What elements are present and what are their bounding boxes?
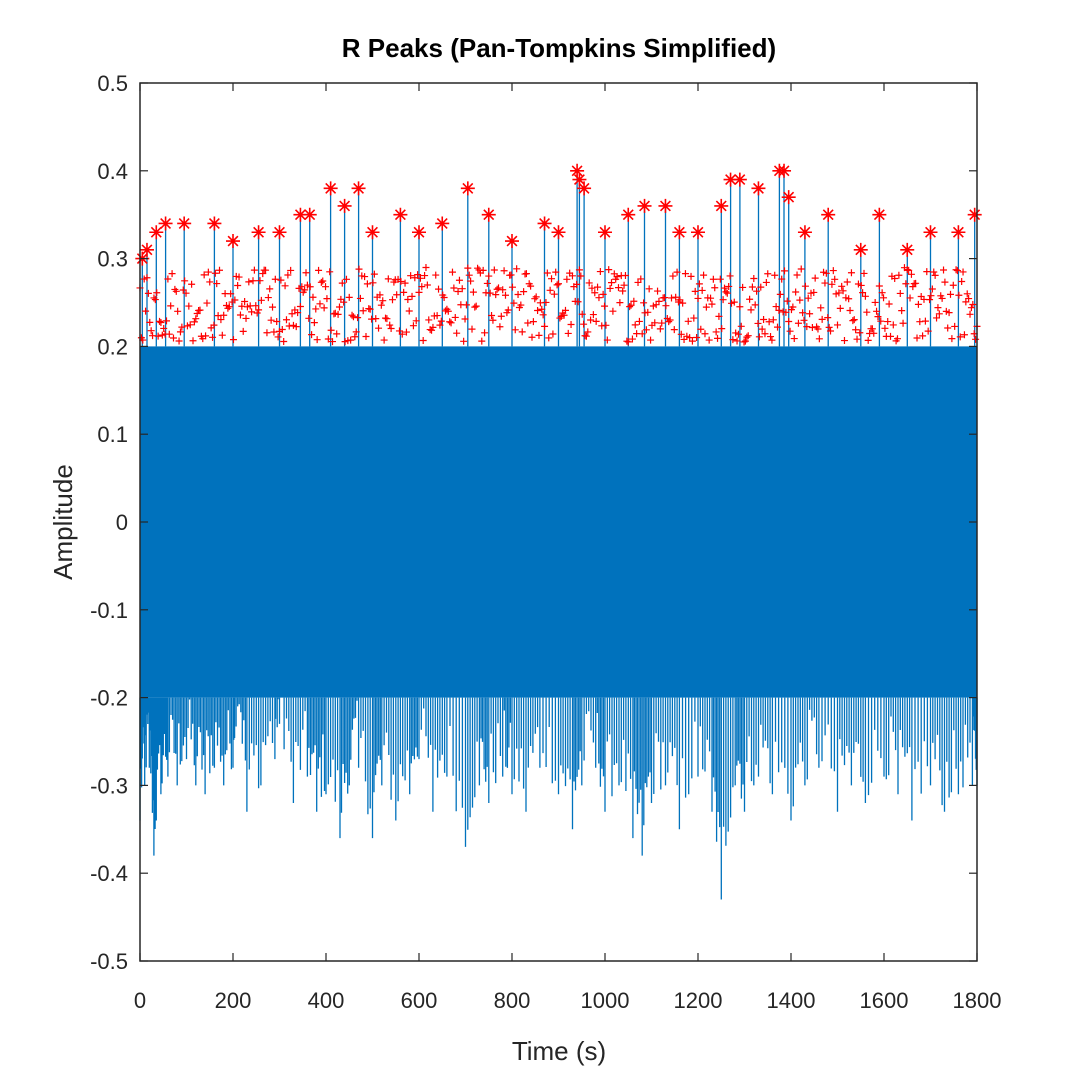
y-axis-ticks: -0.5 -0.4 -0.3 -0.2 -0.1 0 0.1 0.2 0.3 0.4 0.5 (90, 71, 977, 974)
r-peak-marker (323, 181, 338, 196)
r-peak-marker (714, 198, 729, 213)
y-tick-label: -0.4 (90, 861, 128, 886)
r-peak-marker (365, 225, 380, 240)
x-tick-label: 800 (494, 988, 531, 1013)
r-peak-marker (226, 234, 240, 249)
x-tick-label: 1200 (674, 988, 723, 1013)
r-peak-marker (723, 172, 738, 187)
x-tick-label: 1800 (953, 988, 1002, 1013)
signal-band-fill (140, 346, 977, 698)
r-peak-marker (139, 242, 154, 257)
x-tick-label: 1000 (581, 988, 630, 1013)
y-axis-label: Amplitude (48, 464, 78, 580)
r-peak-marker (732, 172, 747, 187)
x-axis-label: Time (s) (512, 1036, 606, 1066)
y-tick-label: -0.5 (90, 949, 128, 974)
r-peak-marker (751, 181, 766, 196)
r-peak-marker (821, 207, 836, 222)
r-peak-marker (537, 216, 552, 231)
r-peak-marker (460, 181, 475, 196)
r-peak-marker (337, 198, 352, 213)
y-tick-label: 0.5 (97, 71, 128, 96)
r-peak-marker (302, 207, 317, 222)
r-peak-marker (551, 225, 566, 240)
r-peak-marker (621, 207, 636, 222)
x-tick-label: 1600 (860, 988, 909, 1013)
r-peak-marker (923, 225, 938, 240)
r-peak-marker (435, 216, 450, 231)
r-peak-marker (412, 225, 426, 240)
r-peak-marker (900, 242, 915, 257)
r-peak-marker (293, 207, 308, 222)
chart-title: R Peaks (Pan-Tompkins Simplified) (342, 33, 776, 63)
x-tick-label: 200 (215, 988, 252, 1013)
r-peak-marker (177, 216, 192, 231)
x-tick-label: 0 (134, 988, 146, 1013)
r-peak-marker (570, 163, 585, 178)
x-axis-ticks: 0 200 400 600 800 1000 1200 1400 1600 1800 (134, 83, 1002, 1013)
r-peak-marker (572, 172, 587, 187)
r-peak-marker (481, 207, 496, 222)
r-peak-marker (872, 207, 887, 222)
plot-area (135, 82, 982, 962)
r-peak-marker (691, 225, 705, 240)
y-tick-label: -0.3 (90, 773, 128, 798)
r-peak-marker (637, 198, 652, 213)
r-peak-marker (781, 190, 796, 205)
y-tick-label: 0.3 (97, 247, 128, 272)
r-peak-marker (658, 198, 673, 213)
r-peak-marker (577, 181, 592, 196)
r-peak-marker (853, 242, 868, 257)
r-peak-marker (951, 225, 966, 240)
r-peak-marker (251, 225, 266, 240)
r-peak-marker (207, 216, 222, 231)
r-peak-marker (351, 181, 366, 196)
r-peak-marker (149, 225, 164, 240)
y-tick-label: 0 (116, 510, 128, 535)
r-peak-marker (158, 216, 173, 231)
r-peak-marker (672, 225, 687, 240)
y-tick-label: 0.2 (97, 334, 128, 359)
r-peak-marker (777, 163, 792, 178)
y-tick-label: -0.1 (90, 598, 128, 623)
y-tick-label: 0.4 (97, 159, 128, 184)
y-tick-label: -0.2 (90, 686, 128, 711)
r-peak-marker (797, 225, 812, 240)
r-peak-marker (598, 225, 612, 240)
signal-band (140, 346, 977, 698)
x-tick-label: 600 (401, 988, 438, 1013)
r-peak-marker (967, 207, 982, 222)
x-tick-label: 1400 (767, 988, 816, 1013)
y-tick-label: 0.1 (97, 422, 128, 447)
r-peak-marker (505, 234, 519, 249)
x-tick-label: 400 (308, 988, 345, 1013)
r-peak-marker (272, 225, 287, 240)
r-peak-marker (393, 207, 408, 222)
